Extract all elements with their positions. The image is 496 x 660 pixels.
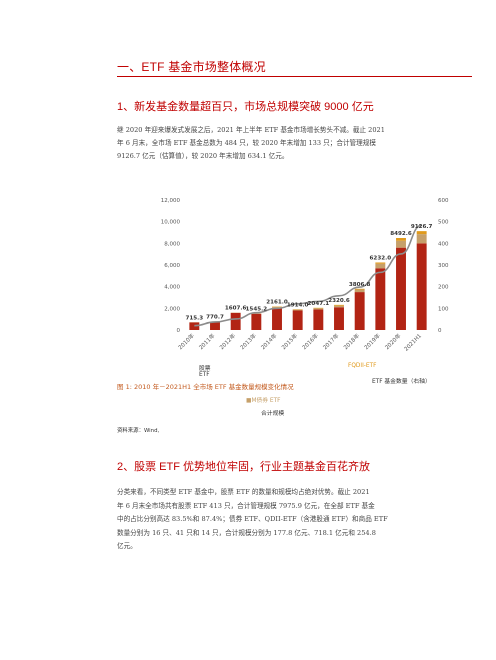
y-left-tick-label: 10,000 [161,220,181,226]
bar-stock-etf [292,310,303,330]
bar-stock-etf [396,247,406,330]
figure-source: 资料来源：Wind, [117,428,160,434]
x-tick-label: 2019年 [362,331,382,351]
paragraph-line: 年 6 月末，全市场 ETF 基金总数为 484 只，较 2020 年末增加 1… [117,139,376,147]
paragraph-line: 9126.7 亿元（估算值），较 2020 年末增加 634.1 亿元。 [117,152,289,160]
bar-bond-etf [396,240,406,248]
line-etf-count [194,224,422,327]
y-left-tick-label: 0 [177,328,181,334]
x-tick-label: 2018年 [342,331,362,351]
y-left-tick-label: 6,000 [164,263,180,269]
data-label-total: 8492.6 [390,231,412,237]
section-title: 一、ETF 基金市场整体概况 [117,60,266,74]
data-label-total: 2320.6 [328,298,350,304]
legend-bond: ■M债券 ETF [246,398,281,404]
bar-qdii-etf [313,307,324,309]
bar-qdii-etf [375,262,386,264]
data-label-total: 1914.0 [287,302,309,308]
bar-bond-etf [354,289,365,293]
x-tick-label: 2021H1 [404,333,424,353]
data-label-total: 1545.2 [246,306,268,312]
bar-qdii-etf [354,288,365,290]
bar-bond-etf [313,308,324,310]
data-label-total: 9126.7 [411,224,433,230]
bar-stock-etf [334,307,344,330]
bar-bond-etf [292,309,303,311]
data-label-total: 1607.6 [225,306,247,312]
x-tick-label: 2016年 [300,331,320,351]
x-tick-label: 2010年 [176,331,196,351]
paragraph-line: 年 6 月末全市场共有股票 ETF 413 只，合计管理规模 7975.9 亿元… [117,501,375,510]
legend-qdii: FQDII-ETF [348,363,377,369]
paragraph-line: 分类来看，不同类型 ETF 基金中，股票 ETF 的数量和规模均占绝对优势。截止… [117,488,370,496]
x-tick-label: 2020年 [383,331,403,351]
x-tick-label: 2012年 [218,331,238,351]
paragraph-line: 中的占比分别高达 83.5%和 87.4%；债券 ETF、QDII-ETF（含港… [117,515,388,523]
y-right-tick-label: 500 [438,220,449,226]
paragraph-2: 分类来看，不同类型 ETF 基金中，股票 ETF 的数量和规模均占绝对优势。截止… [117,486,471,554]
subsection-title-2: 2、股票 ETF 优势地位牢固，行业主题基金百花齐放 [117,461,371,473]
paragraph-line: 继 2020 年迎来爆发式发展之后，2021 年上半年 ETF 基金市场增长势头… [117,126,385,134]
bar-bond-etf [416,234,427,244]
bar-stock-etf [251,313,262,330]
x-tick-label: 2013年 [238,331,258,351]
legend-stock: 股票 [199,366,211,372]
y-right-tick-label: 600 [438,198,449,204]
data-label-total: 3806.8 [349,282,371,288]
paragraph-line: 数量分别为 16 只、41 只和 14 只，合计规模分别为 177.8 亿元、7… [117,528,376,537]
legend-count: ETF 基金数量（右轴） [372,379,431,385]
data-label-total: 770.7 [206,315,224,321]
bar-stock-etf [272,308,282,330]
y-left-tick-label: 4,000 [164,285,180,291]
y-right-tick-label: 100 [438,306,449,312]
y-left-tick-label: 8,000 [164,241,180,247]
x-tick-label: 2015年 [280,331,300,351]
y-right-tick-label: 400 [438,241,449,247]
figure-caption: 图 1: 2010 年－2021H1 全市场 ETF 基金数量规模变化情况 [117,383,294,391]
bar-stock-etf [416,243,427,330]
y-left-tick-label: 12,000 [161,198,181,204]
etf-scale-chart: 12,000 10,000 8,000 6,000 4,000 2,000 0 600 500… [161,198,449,353]
legend-total: 合计规模 [261,411,285,417]
bar-stock-etf [375,268,386,330]
x-tick-label: 2014年 [259,331,279,351]
y-left-tick-label: 2,000 [164,306,180,312]
bar-qdii-etf [334,304,344,306]
bar-stock-etf [313,309,324,330]
data-label-total: 715.3 [185,315,203,321]
bar-stock-etf [354,292,365,330]
y-right-tick-label: 0 [438,328,442,334]
legend-etf: ETF [199,372,210,378]
paragraph-1: 继 2020 年迎来爆发式发展之后，2021 年上半年 ETF 基金市场增长势头… [117,124,471,163]
bar-qdii-etf [416,231,427,235]
data-label-total: 2047.1 [308,301,330,307]
bar-bond-etf [375,263,386,269]
bar-qdii-etf [396,238,406,241]
paragraph-line: 亿元。 [117,542,137,550]
data-label-total: 2161.0 [266,300,288,306]
bar-bond-etf [334,305,344,308]
bar-qdii-etf [272,306,282,308]
x-tick-label: 2011年 [197,331,217,351]
subsection-title-1: 1、新发基金数量超百只，市场总规模突破 9000 亿元 [117,101,374,113]
x-tick-label: 2017年 [321,331,341,351]
y-right-tick-label: 200 [438,285,449,291]
bar-stock-etf [210,321,220,330]
data-label-total: 6232.0 [370,255,392,261]
title-divider [117,76,472,77]
y-right-tick-label: 300 [438,263,449,269]
bar-stock-etf [230,312,241,330]
